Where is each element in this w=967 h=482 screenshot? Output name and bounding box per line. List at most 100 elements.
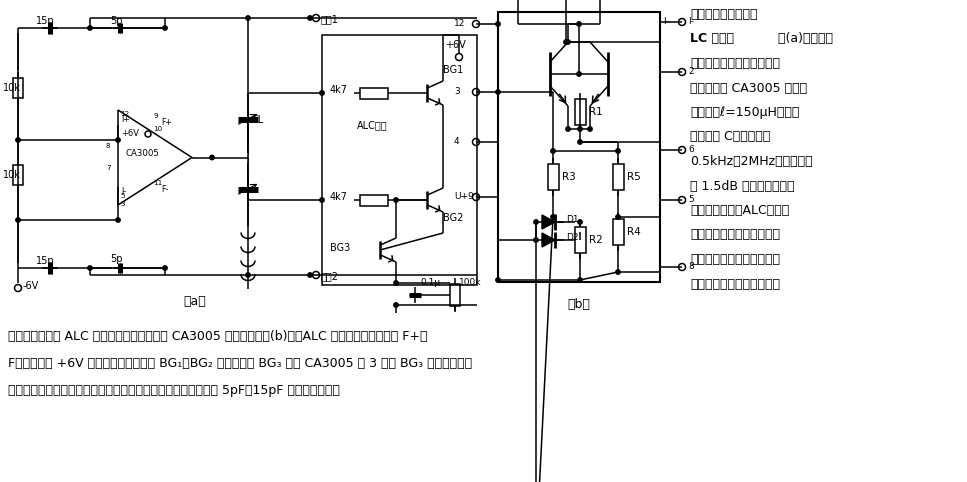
Circle shape: [116, 218, 120, 222]
Text: 回路电容 C，可以输出: 回路电容 C，可以输出: [690, 131, 771, 144]
Text: 输出2: 输出2: [321, 271, 339, 281]
Bar: [360, 195, 388, 205]
Text: U+9: U+9: [454, 192, 474, 201]
Text: ALC部分: ALC部分: [357, 120, 388, 130]
Circle shape: [88, 26, 92, 30]
Text: 定，采用了 CA3005 差分集: 定，采用了 CA3005 差分集: [690, 81, 807, 94]
Text: 5p: 5p: [110, 16, 123, 26]
Text: 避开开关工作状态而始终处: 避开开关工作状态而始终处: [690, 253, 780, 266]
Text: I+: I+: [121, 115, 130, 124]
Text: 不仅可以振幅稳定，而且可: 不仅可以振幅稳定，而且可: [690, 228, 780, 241]
Text: 4k7: 4k7: [330, 192, 348, 202]
Text: 输出电平自动控制的: 输出电平自动控制的: [690, 8, 757, 21]
Bar: [547, 164, 559, 190]
Circle shape: [496, 90, 500, 94]
Text: -6V: -6V: [23, 281, 40, 291]
Text: 15p: 15p: [36, 16, 54, 26]
Circle shape: [246, 273, 250, 277]
Text: 0.5kHz－2MHz，电平仅变: 0.5kHz－2MHz，电平仅变: [690, 155, 812, 168]
Polygon shape: [542, 233, 555, 247]
Circle shape: [534, 238, 539, 242]
Circle shape: [576, 22, 581, 26]
Circle shape: [320, 198, 324, 202]
Text: 100k: 100k: [459, 278, 482, 287]
Circle shape: [496, 278, 500, 282]
Circle shape: [162, 26, 167, 30]
Text: 2: 2: [688, 67, 693, 76]
Text: 10k: 10k: [3, 83, 21, 93]
Text: 7: 7: [106, 165, 110, 172]
Text: BG2: BG2: [443, 213, 463, 223]
Text: LC 振荡器: LC 振荡器: [690, 32, 734, 45]
Circle shape: [394, 281, 398, 285]
Text: 6: 6: [688, 145, 693, 154]
Circle shape: [551, 149, 555, 153]
Text: 化 1.5dB 的正弦波。加上: 化 1.5dB 的正弦波。加上: [690, 179, 795, 192]
Text: 10: 10: [153, 126, 162, 132]
Text: I-: I-: [688, 17, 694, 26]
Circle shape: [616, 149, 620, 153]
Text: D1: D1: [566, 214, 578, 224]
Text: （b）: （b）: [568, 298, 591, 311]
Text: 很小。为了了解 ALC 工作过程，这里给出了 CA3005 的等效电路如(b)图。ALC 工作过程是：输出端 F+、: 很小。为了了解 ALC 工作过程，这里给出了 CA3005 的等效电路如(b)图…: [8, 330, 427, 343]
Text: 5: 5: [688, 195, 693, 204]
Circle shape: [578, 140, 582, 144]
Bar: [574, 99, 585, 125]
Text: 10k: 10k: [3, 170, 21, 180]
Circle shape: [564, 40, 569, 44]
Circle shape: [15, 138, 20, 142]
Text: 12: 12: [454, 19, 465, 28]
Text: 工作电流减小，增益降低，从而使振幅稳定。正反馈信号是通过 5pF、15pF 电容分压获得。: 工作电流减小，增益降低，从而使振幅稳定。正反馈信号是通过 5pF、15pF 电容…: [8, 384, 339, 397]
Polygon shape: [542, 215, 555, 229]
Circle shape: [394, 198, 398, 202]
Text: F－电平高于 +6V 电源的半周内，通过 BG₁、BG₂ 整流，驱动 BG₃ 导通 CA3005 的 3 脚受 BG₃ 控制使差分对: F－电平高于 +6V 电源的半周内，通过 BG₁、BG₂ 整流，驱动 BG₃ 导…: [8, 357, 472, 370]
Text: 8: 8: [688, 262, 693, 271]
Bar: [360, 88, 388, 98]
Text: 3: 3: [454, 87, 459, 96]
Text: 3: 3: [120, 201, 125, 207]
Text: 4k7: 4k7: [330, 85, 348, 95]
Circle shape: [320, 91, 324, 95]
Text: 5p: 5p: [110, 254, 123, 264]
Text: R4: R4: [627, 227, 641, 237]
Text: D2: D2: [566, 232, 578, 241]
Text: 图(a)所示的振: 图(a)所示的振: [762, 32, 833, 45]
Text: BG1: BG1: [443, 65, 463, 75]
Bar: [13, 78, 23, 98]
Circle shape: [308, 273, 312, 277]
Circle shape: [116, 138, 120, 142]
Text: +6V: +6V: [121, 130, 139, 138]
Bar: [612, 219, 624, 245]
Bar: [450, 284, 460, 306]
Circle shape: [616, 270, 620, 274]
Circle shape: [210, 155, 215, 160]
Circle shape: [578, 220, 582, 224]
Circle shape: [616, 215, 620, 219]
Text: R2: R2: [589, 235, 602, 245]
Text: CA3005: CA3005: [126, 149, 160, 158]
Circle shape: [88, 266, 92, 270]
Circle shape: [534, 220, 539, 224]
Text: 输出1: 输出1: [321, 14, 338, 24]
Text: 5: 5: [120, 193, 125, 199]
Circle shape: [496, 22, 500, 26]
Text: 于线性工作状态，波形失真: 于线性工作状态，波形失真: [690, 278, 780, 291]
Bar: [574, 227, 585, 253]
Circle shape: [576, 72, 581, 76]
Circle shape: [246, 16, 250, 20]
Circle shape: [566, 40, 571, 44]
Circle shape: [578, 127, 582, 131]
Bar: [322, 35, 477, 285]
Text: I-: I-: [121, 187, 126, 196]
Circle shape: [162, 266, 167, 270]
Text: BG3: BG3: [330, 243, 350, 253]
Text: F+: F+: [161, 118, 172, 127]
Bar: [13, 165, 23, 185]
Circle shape: [588, 127, 592, 131]
Text: CL: CL: [252, 115, 264, 125]
Circle shape: [15, 218, 20, 222]
Circle shape: [551, 215, 555, 219]
Circle shape: [566, 127, 571, 131]
Text: 12: 12: [120, 111, 130, 117]
Text: （a）: （a）: [184, 295, 206, 308]
